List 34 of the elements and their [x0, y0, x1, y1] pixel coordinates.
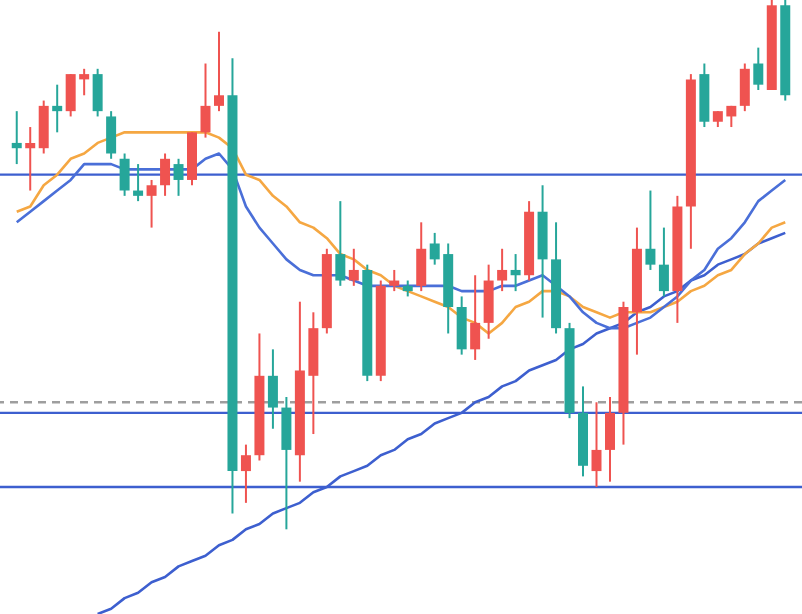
candlestick: [38, 99, 49, 155]
candlestick: [699, 62, 710, 129]
candlestick: [389, 268, 400, 293]
candlestick: [11, 110, 22, 166]
candlestick: [604, 395, 615, 483]
candlestick: [470, 274, 481, 361]
candlestick: [658, 226, 669, 298]
candlestick: [213, 30, 224, 113]
candlestick: [187, 131, 198, 187]
candlestick: [25, 126, 36, 192]
candlestick: [52, 83, 63, 134]
candlestick: [106, 110, 117, 160]
candlestick: [510, 253, 521, 293]
candlestick: [119, 152, 130, 197]
candlestick: [537, 184, 548, 319]
candlestick: [146, 178, 157, 229]
candlestick: [456, 295, 467, 356]
candlestick: [645, 189, 656, 271]
candlestick: [160, 152, 171, 197]
candlestick: [92, 67, 103, 118]
candlestick: [483, 263, 494, 340]
candlestick: [173, 157, 184, 197]
candlestick: [739, 62, 750, 113]
candlestick: [335, 200, 346, 287]
candlestick: [348, 247, 359, 287]
candlestick: [591, 401, 602, 488]
candlestick: [240, 443, 251, 504]
candlestick: [133, 163, 144, 203]
candlestick: [281, 395, 292, 531]
candlestick: [267, 348, 278, 430]
candlestick: [497, 247, 508, 293]
candlestick: [200, 62, 211, 139]
candlestick: [416, 221, 427, 293]
candlestick: [753, 46, 764, 91]
